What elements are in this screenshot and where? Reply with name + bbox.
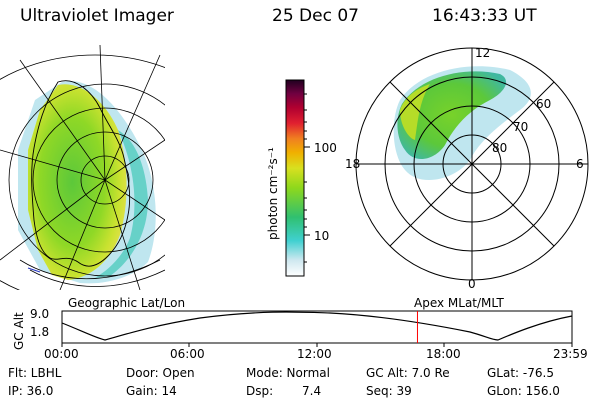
glon-info: GLon: 156.0	[487, 384, 560, 398]
altitude-curve	[61, 311, 573, 341]
geographic-caption: Geographic Lat/Lon	[68, 296, 186, 310]
dsp-value: 7.4	[302, 384, 322, 398]
continent-outline	[31, 80, 131, 267]
timeline-x-tick-0600: 06:00	[170, 347, 205, 361]
mlt-label-6: 6	[576, 157, 584, 171]
colorbar-frame	[285, 79, 305, 277]
timeline-y-tick-top: 9.0	[30, 307, 50, 321]
timeline-ticks	[61, 343, 573, 347]
ip-info: IP: 36.0	[8, 384, 54, 398]
timeline-y-tick-bottom: 1.8	[30, 325, 50, 339]
gain-info: Gain: 14	[126, 384, 177, 398]
mlt-label-18: 18	[345, 157, 361, 171]
polar-plot	[355, 47, 589, 281]
mlt-label-0: 0	[468, 277, 476, 291]
colorbar-tick-10: 10	[314, 229, 330, 243]
door-info: Door: Open	[126, 366, 195, 380]
colorbar-unit-label: photon cm⁻²s⁻¹	[266, 147, 280, 240]
mlat-label-60: 60	[536, 97, 552, 111]
glat-info: GLat: -76.5	[487, 366, 554, 380]
colorbar	[286, 80, 304, 276]
observation-date: 25 Dec 07	[272, 6, 359, 26]
polar-aurora-core	[400, 84, 430, 140]
timeline-x-tick-2359: 23:59	[553, 347, 588, 361]
mlt-label-12: 12	[475, 46, 491, 60]
timeline-x-tick-1200: 12:00	[297, 347, 332, 361]
timeline-frame	[61, 310, 573, 344]
observation-time: 16:43:33 UT	[432, 6, 537, 26]
instrument-title: Ultraviolet Imager	[20, 6, 174, 26]
colorbar-tick-100: 100	[314, 141, 337, 155]
colorbar-ticks	[304, 93, 310, 263]
filter-info: Flt: LBHL	[8, 366, 62, 380]
sequence-info: Seq: 39	[366, 384, 412, 398]
dsp-label: Dsp:	[246, 384, 274, 398]
geographic-image	[0, 45, 165, 290]
timeline-x-tick-1800: 18:00	[426, 347, 461, 361]
polar-grid	[355, 47, 589, 281]
orbit-timeline	[61, 310, 573, 347]
gc-alt-info: GC Alt: 7.0 Re	[366, 366, 450, 380]
timeline-y-label: GC Alt	[12, 312, 26, 350]
image-disk	[28, 84, 127, 280]
timeline-x-tick-0000: 00:00	[44, 347, 79, 361]
mlat-label-80: 80	[492, 141, 508, 155]
mode-info: Mode: Normal	[246, 366, 330, 380]
geographic-grid	[0, 45, 165, 290]
image-edge	[95, 130, 148, 278]
mlat-label-70: 70	[513, 120, 529, 134]
apex-caption: Apex MLat/MLT	[414, 296, 504, 310]
